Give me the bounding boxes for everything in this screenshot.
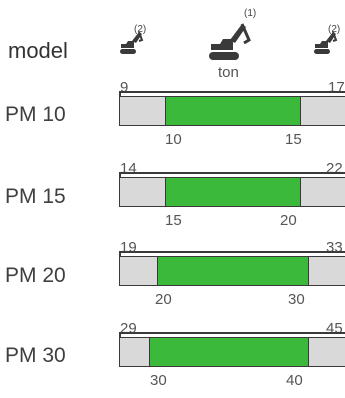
- excavator-small-icon: [312, 28, 338, 58]
- capacity-range-bar: [119, 91, 345, 126]
- recommended-range-fill: [157, 257, 309, 285]
- range-min-label: 14: [120, 160, 137, 177]
- range-min-label: 29: [120, 320, 137, 337]
- capacity-range-bar: [119, 332, 345, 367]
- recommended-range-fill: [149, 338, 309, 366]
- range-max-label: 33: [326, 239, 343, 256]
- model-column-header: model: [8, 38, 68, 63]
- capacity-range-bar: [119, 172, 345, 207]
- range-max-label: 22: [326, 160, 343, 177]
- recommended-max-label: 20: [280, 212, 297, 229]
- model-label-pm30: PM 30: [5, 344, 66, 367]
- unit-label: ton: [218, 64, 239, 81]
- range-min-label: 9: [120, 79, 129, 96]
- model-label-pm20: PM 20: [5, 264, 66, 287]
- recommended-min-label: 10: [165, 131, 182, 148]
- recommended-min-label: 15: [165, 212, 182, 229]
- model-label-pm10: PM 10: [5, 103, 66, 126]
- recommended-max-label: 40: [286, 372, 303, 389]
- recommended-range-fill: [165, 97, 301, 125]
- excavator-note-center: (1): [244, 8, 257, 19]
- recommended-min-label: 30: [150, 372, 167, 389]
- range-max-label: 45: [326, 320, 343, 337]
- capacity-range-bar: [119, 251, 345, 286]
- range-max-label: 17: [328, 79, 345, 96]
- excavator-note-right: (2): [328, 24, 341, 35]
- range-min-label: 19: [120, 239, 137, 256]
- recommended-range-fill: [165, 178, 301, 206]
- recommended-min-label: 20: [155, 291, 172, 308]
- excavator-small-icon: [118, 28, 144, 58]
- excavator-note-left: (2): [134, 24, 147, 35]
- recommended-max-label: 15: [285, 131, 302, 148]
- model-label-pm15: PM 15: [5, 185, 66, 208]
- recommended-max-label: 30: [288, 291, 305, 308]
- excavator-large-icon: [207, 18, 253, 64]
